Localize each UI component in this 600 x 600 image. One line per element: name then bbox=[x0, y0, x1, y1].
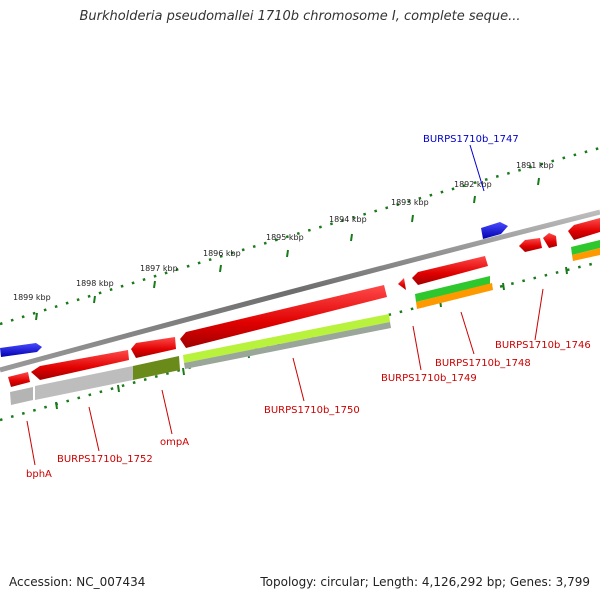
leader-line-1752 bbox=[88, 406, 100, 452]
ruler-label: 1897 kbp bbox=[140, 264, 178, 273]
ruler-major-tick bbox=[153, 280, 156, 289]
leader-line-1746 bbox=[534, 288, 544, 341]
ruler-major-tick bbox=[473, 195, 476, 204]
genome-summary-text: Topology: circular; Length: 4,126,292 bp… bbox=[260, 575, 590, 589]
cds-band-gray-2 bbox=[184, 322, 391, 369]
ruler-major-tick bbox=[565, 266, 568, 275]
gene-label-1749[interactable]: BURPS1710b_1749 bbox=[381, 373, 477, 384]
ruler-label: 1893 kbp bbox=[391, 198, 429, 207]
cds-band-green bbox=[415, 276, 490, 302]
ruler-major-tick bbox=[502, 282, 505, 291]
gene-label-1747[interactable]: BURPS1710b_1747 bbox=[423, 134, 519, 145]
ruler-label: 1891 kbp bbox=[516, 161, 554, 170]
gene-label-ompA[interactable]: ompA bbox=[160, 437, 189, 448]
ruler-major-tick bbox=[55, 401, 58, 410]
gene-arrow-1750[interactable] bbox=[180, 285, 387, 348]
gene-arrow-1752[interactable] bbox=[31, 350, 129, 380]
gene-label-bphA[interactable]: bphA bbox=[26, 469, 52, 480]
feature-bands bbox=[10, 240, 600, 405]
cds-band-green-right bbox=[571, 240, 600, 255]
cds-band-olive bbox=[133, 356, 180, 380]
ruler-major-tick bbox=[286, 249, 289, 258]
gene-arrow-1748[interactable] bbox=[412, 256, 488, 285]
ruler-major-tick bbox=[537, 177, 540, 186]
accession-text: Accession: NC_007434 bbox=[9, 575, 146, 589]
outer-ruler: 1899 kbp 1898 kbp 1897 kbp 1896 kbp 1895… bbox=[0, 146, 600, 326]
cds-band-orange-right bbox=[572, 248, 600, 261]
map-title: Burkholderia pseudomallei 1710b chromoso… bbox=[79, 9, 521, 24]
gene-arrow-1746a[interactable] bbox=[519, 238, 542, 252]
leader-line-1750 bbox=[292, 357, 305, 402]
ruler-major-tick bbox=[35, 312, 38, 321]
ruler-label: 1899 kbp bbox=[13, 293, 51, 302]
forward-strand-genes bbox=[0, 222, 508, 357]
gene-label-1752[interactable]: BURPS1710b_1752 bbox=[57, 454, 153, 465]
ruler-major-tick bbox=[219, 264, 222, 273]
ruler-major-tick bbox=[182, 367, 185, 376]
gene-label-1746[interactable]: BURPS1710b_1746 bbox=[495, 340, 591, 351]
gene-arrow-forward[interactable] bbox=[0, 343, 42, 357]
ruler-label: 1892 kbp bbox=[454, 180, 492, 189]
leader-line-1749 bbox=[412, 325, 422, 371]
ruler-major-tick bbox=[117, 384, 120, 393]
leader-line-bphA bbox=[26, 420, 36, 466]
ruler-major-tick bbox=[93, 295, 96, 304]
ruler-label: 1898 kbp bbox=[76, 279, 114, 288]
cds-band-lime bbox=[183, 314, 390, 363]
gene-arrow-1746b[interactable] bbox=[543, 233, 557, 248]
cds-band-gray bbox=[35, 366, 133, 400]
ruler-label: 1895 kbp bbox=[266, 233, 304, 242]
cds-band-orange bbox=[416, 283, 493, 309]
gene-arrow-right[interactable] bbox=[568, 218, 600, 240]
gene-arrow-ompA[interactable] bbox=[131, 337, 176, 358]
gene-label-1750[interactable]: BURPS1710b_1750 bbox=[264, 405, 360, 416]
gene-arrow-bphA[interactable] bbox=[8, 372, 30, 387]
genome-backbone bbox=[0, 209, 600, 373]
leader-line-1747 bbox=[469, 144, 485, 192]
ruler-label: 1896 kbp bbox=[203, 249, 241, 258]
gene-arrow-1749[interactable] bbox=[398, 278, 406, 290]
leader-line-1748 bbox=[460, 311, 475, 355]
ruler-label: 1894 kbp bbox=[329, 215, 367, 224]
reverse-strand-genes bbox=[8, 218, 600, 387]
leader-line-ompA bbox=[161, 389, 173, 435]
cds-band-gray-left bbox=[10, 387, 33, 405]
ruler-major-tick bbox=[411, 214, 414, 223]
gene-arrow-1747[interactable] bbox=[481, 222, 508, 239]
gene-label-1748[interactable]: BURPS1710b_1748 bbox=[435, 358, 531, 369]
ruler-major-tick bbox=[350, 233, 353, 242]
